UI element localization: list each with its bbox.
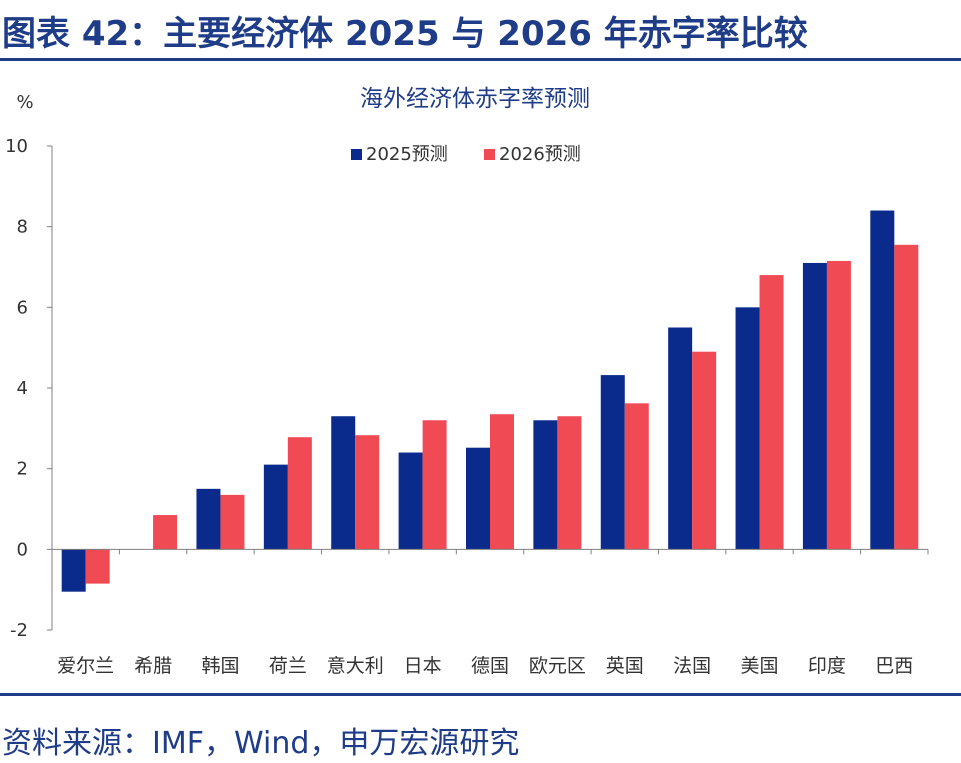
legend-label-2025: 2025预测 (366, 144, 448, 165)
y-tick-label: 6 (17, 297, 28, 318)
chart: 海外经济体赤字率预测 % 2025预测 2026预测 -2 0 2 4 6 8 10 爱尔兰… (5, 86, 929, 677)
bar (735, 307, 760, 550)
y-tick-label: 0 (17, 539, 28, 560)
bar (355, 435, 380, 550)
x-tick-label: 巴西 (875, 655, 913, 677)
chart-title: 海外经济体赤字率预测 (360, 86, 590, 112)
x-tick-label: 法国 (673, 655, 711, 677)
x-tick-label: 荷兰 (269, 655, 307, 677)
x-tick-label: 德国 (471, 655, 509, 677)
bar (826, 260, 851, 550)
bar (870, 210, 895, 550)
bar (422, 420, 447, 550)
legend-label-2026: 2026预测 (499, 144, 581, 165)
x-tick-label: 爱尔兰 (57, 655, 114, 677)
source-note: 资料来源：IMF，Wind，申万宏源研究 (2, 726, 520, 761)
bar (85, 549, 110, 584)
x-tick-label: 美国 (741, 655, 779, 677)
bar (153, 515, 178, 550)
bar (624, 403, 649, 550)
y-axis: -2 0 2 4 6 8 10 (5, 136, 53, 641)
y-tick-label: 10 (5, 136, 28, 157)
x-tick-label: 韩国 (201, 655, 239, 677)
bar (759, 275, 784, 550)
bar (894, 244, 919, 550)
bar (398, 452, 423, 550)
bar (802, 262, 827, 550)
y-tick-label: 4 (17, 378, 28, 399)
y-tick-label: 2 (17, 459, 28, 480)
bar (61, 549, 86, 592)
x-tick-label: 印度 (808, 655, 846, 677)
bar (668, 327, 693, 550)
y-tick-label: -2 (10, 620, 28, 641)
legend-swatch-2025 (351, 149, 362, 160)
figure-title: 图表 42：主要经济体 2025 与 2026 年赤字率比较 (2, 14, 808, 54)
x-tick-label: 欧元区 (529, 655, 586, 677)
legend-swatch-2026 (484, 149, 495, 160)
x-tick-label: 意大利 (327, 655, 384, 677)
bar (287, 437, 312, 550)
bar (600, 375, 625, 550)
bars (61, 210, 919, 592)
x-tick-label: 英国 (606, 655, 644, 677)
bar (466, 447, 490, 550)
bar (331, 416, 356, 550)
bar (220, 494, 245, 550)
bar (557, 416, 582, 550)
y-axis-unit-label: % (16, 92, 33, 113)
bar (490, 414, 514, 550)
footer-rule (0, 693, 961, 696)
x-axis: 爱尔兰 希腊 韩国 荷兰 意大利 日本 德国 欧元区 英国 法国 美国 印度 巴西 (51, 548, 929, 677)
x-tick-label: 希腊 (134, 655, 172, 677)
bar (263, 464, 288, 550)
x-tick-label: 日本 (404, 655, 442, 677)
title-rule (0, 58, 961, 61)
y-tick-label: 8 (17, 217, 28, 238)
legend: 2025预测 2026预测 (351, 144, 581, 165)
bar (533, 420, 558, 550)
bar (196, 488, 221, 550)
bar (692, 351, 717, 550)
